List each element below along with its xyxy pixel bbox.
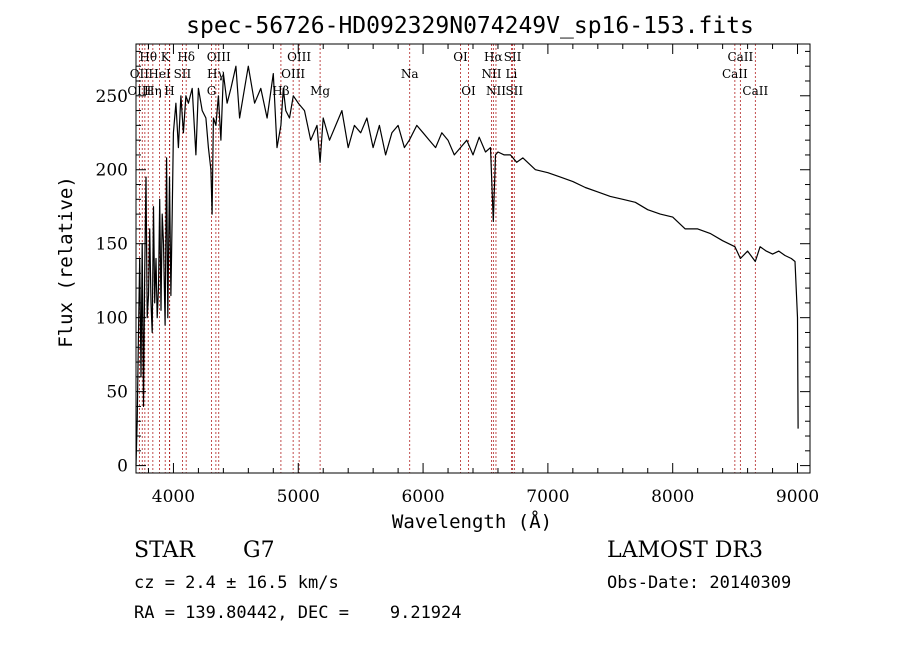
marker-label: CaII — [742, 84, 768, 98]
marker-label: SII — [505, 84, 523, 98]
marker-label: OIII — [207, 50, 231, 64]
y-tick-label: 0 — [117, 457, 128, 477]
marker-label: NII — [481, 67, 501, 81]
obs-date: Obs-Date: 20140309 — [607, 573, 792, 593]
marker-label: OIII — [287, 50, 311, 64]
x-tick-label: 5000 — [277, 487, 320, 507]
marker-label: Mg — [310, 84, 330, 98]
x-tick-label: 6000 — [401, 487, 444, 507]
marker-label: OI — [453, 50, 468, 64]
marker-label: Hδ — [177, 50, 195, 64]
marker-label: K — [161, 50, 171, 64]
plot-frame — [135, 43, 811, 474]
x-tick-label: 9000 — [776, 487, 819, 507]
chart-title: spec-56726-HD092329N074249V_sp16-153.fit… — [186, 13, 754, 39]
marker-label: NII — [486, 84, 506, 98]
y-tick-label: 150 — [96, 235, 128, 255]
y-tick-label: 50 — [106, 383, 128, 403]
y-axis-label: Flux (relative) — [55, 176, 77, 348]
x-tick-label: 7000 — [526, 487, 569, 507]
object-class: STAR — [134, 538, 195, 563]
y-tick-label: 250 — [96, 87, 128, 107]
marker-label: OIII — [281, 67, 305, 81]
marker-label: Hα — [484, 50, 503, 64]
marker-label: HeI — [148, 67, 171, 81]
marker-label: CaII — [722, 67, 748, 81]
object-subclass: G7 — [243, 538, 275, 563]
spectrum-line — [135, 65, 799, 466]
spectrum-series — [135, 65, 799, 466]
marker-label: OII — [130, 67, 150, 81]
x-tick-label: 4000 — [152, 487, 195, 507]
marker-label: Li — [506, 67, 518, 81]
marker-label: OIII — [127, 84, 151, 98]
marker-label: Hη — [144, 84, 162, 98]
marker-label: Hγ — [207, 67, 225, 81]
marker-label: SII — [174, 67, 192, 81]
y-tick-label: 100 — [96, 309, 128, 329]
x-tick-label: 8000 — [651, 487, 694, 507]
marker-label: OI — [461, 84, 476, 98]
coordinates-text: RA = 139.80442, DEC = 9.21924 — [134, 603, 462, 623]
marker-label: G — [207, 84, 217, 98]
marker-label: SII — [504, 50, 522, 64]
axes: 4000 5000 6000 7000 8000 9000 0 50 100 150 200 250 — [96, 44, 819, 507]
y-tick-label: 200 — [96, 161, 128, 181]
x-axis-label: Wavelength (Å) — [392, 510, 552, 533]
marker-label: CaII — [727, 50, 753, 64]
redshift-text: cz = 2.4 ± 16.5 km/s — [134, 573, 339, 593]
survey-name: LAMOST DR3 — [607, 538, 763, 563]
marker-label: Hθ — [139, 50, 157, 64]
marker-label: H — [164, 84, 174, 98]
marker-label: Hβ — [272, 84, 289, 98]
marker-label: Na — [401, 67, 419, 81]
